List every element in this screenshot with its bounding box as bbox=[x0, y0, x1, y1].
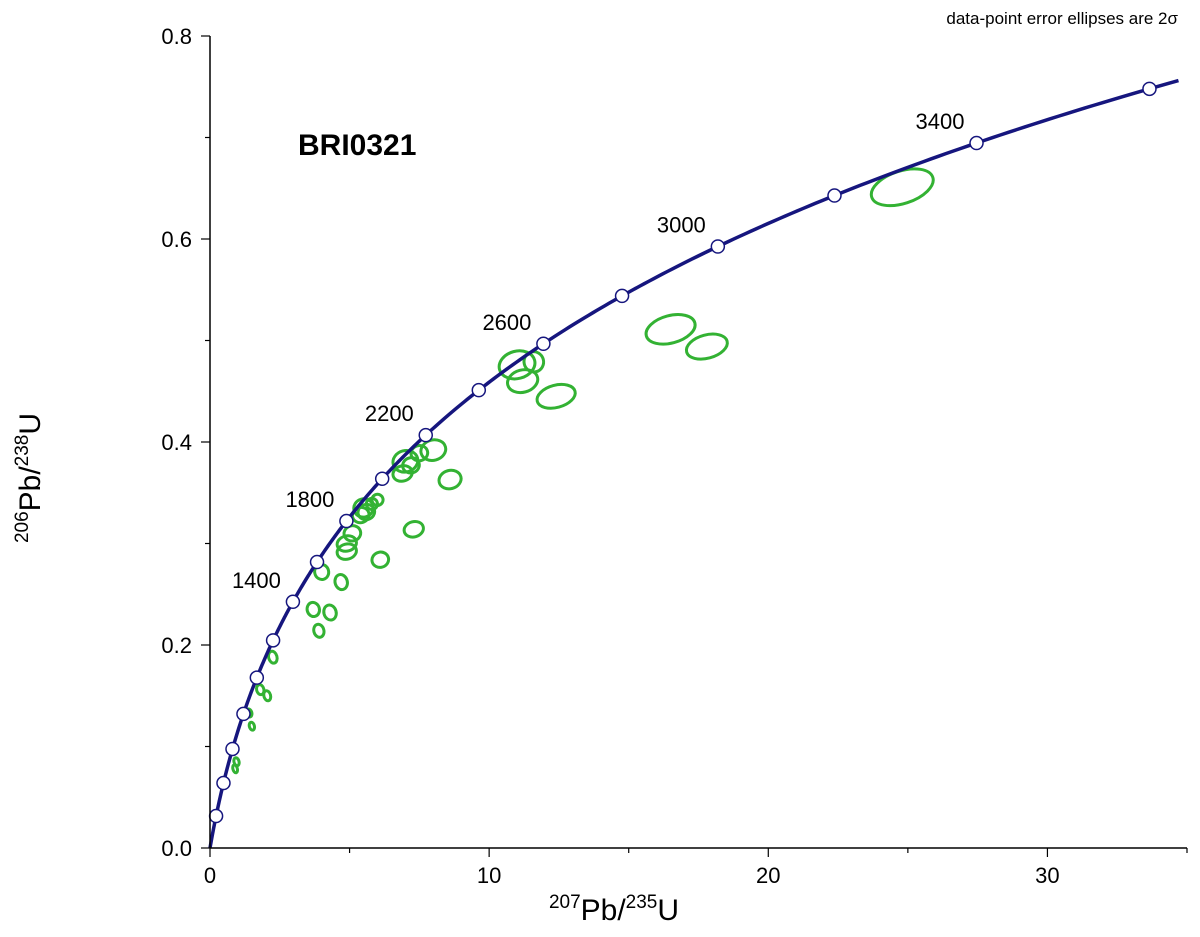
age-marker-3600 bbox=[1142, 81, 1157, 97]
error-ellipse-27 bbox=[322, 603, 338, 622]
axes: 0 10 20 30 0.0 0.2 0.4 0.6 0.8 bbox=[161, 24, 1188, 888]
age-label-2600: 2600 bbox=[482, 310, 531, 335]
age-marker-600 bbox=[225, 741, 240, 757]
age-marker-3200 bbox=[827, 188, 842, 203]
age-marker-2800 bbox=[614, 288, 630, 304]
error-ellipse-17 bbox=[364, 496, 379, 511]
y-axis-title: 206Pb/238U bbox=[12, 413, 47, 543]
y-tick-label-0.4: 0.4 bbox=[161, 430, 192, 455]
age-marker-400 bbox=[216, 775, 231, 791]
y-tick-label-0.8: 0.8 bbox=[161, 24, 192, 49]
age-marker-1600 bbox=[309, 554, 325, 570]
age-marker-3400 bbox=[969, 135, 984, 151]
error-ellipse-25 bbox=[333, 573, 349, 592]
data-ellipse-layer bbox=[231, 167, 935, 775]
error-ellipse-7 bbox=[535, 382, 577, 410]
error-ellipse-18 bbox=[370, 492, 385, 507]
x-tick-label-20: 20 bbox=[756, 863, 780, 888]
error-ellipse-22 bbox=[402, 520, 425, 539]
concordia-curve bbox=[208, 78, 1179, 849]
error-ellipse-26 bbox=[305, 600, 321, 619]
age-marker-2000 bbox=[374, 471, 390, 487]
plot-area: 1400 1800 2200 2600 3000 3400 bbox=[208, 78, 1179, 849]
error-ellipse-12 bbox=[391, 464, 414, 483]
error-ellipse-13 bbox=[437, 468, 463, 491]
age-marker-2400 bbox=[471, 382, 487, 398]
error-ellipse-29 bbox=[266, 649, 279, 665]
x-tick-label-10: 10 bbox=[477, 863, 501, 888]
age-marker-1000 bbox=[249, 670, 265, 685]
age-marker-layer bbox=[208, 81, 1157, 824]
error-ellipse-3 bbox=[684, 332, 729, 361]
age-marker-2200 bbox=[418, 427, 433, 443]
error-ellipse-33 bbox=[247, 720, 257, 732]
error-ellipse-note: data-point error ellipses are 2σ bbox=[946, 9, 1178, 28]
x-tick-layer: 0 10 20 30 bbox=[204, 848, 1188, 888]
error-ellipse-20 bbox=[335, 534, 358, 553]
age-label-3400: 3400 bbox=[916, 109, 965, 134]
error-ellipse-9 bbox=[409, 443, 430, 463]
y-tick-label-0.6: 0.6 bbox=[161, 227, 192, 252]
error-ellipse-21 bbox=[335, 542, 358, 561]
age-label-3000: 3000 bbox=[657, 213, 706, 238]
x-tick-label-30: 30 bbox=[1035, 863, 1059, 888]
age-marker-800 bbox=[236, 706, 251, 722]
age-label-2200: 2200 bbox=[365, 401, 414, 426]
error-ellipse-2 bbox=[644, 313, 697, 346]
error-ellipse-31 bbox=[262, 689, 273, 703]
y-tick-label-0.2: 0.2 bbox=[161, 633, 192, 658]
age-marker-1400 bbox=[285, 594, 301, 610]
sample-label: BRI0321 bbox=[298, 129, 416, 162]
y-tick-layer: 0.0 0.2 0.4 0.6 0.8 bbox=[161, 24, 210, 861]
error-ellipse-4 bbox=[497, 349, 537, 381]
age-marker-1800 bbox=[339, 513, 354, 529]
x-tick-label-0: 0 bbox=[204, 863, 216, 888]
error-ellipse-6 bbox=[506, 368, 540, 395]
age-label-1400: 1400 bbox=[232, 568, 281, 593]
x-axis-title: 207Pb/235U bbox=[549, 892, 679, 927]
age-label-1800: 1800 bbox=[285, 487, 334, 512]
age-marker-2600 bbox=[536, 336, 551, 351]
error-ellipse-28 bbox=[312, 622, 326, 639]
age-label-layer: 1400 1800 2200 2600 3000 3400 bbox=[232, 109, 965, 593]
error-ellipse-23 bbox=[370, 550, 391, 569]
y-tick-label-0.0: 0.0 bbox=[161, 836, 192, 861]
error-ellipse-35 bbox=[231, 763, 240, 775]
age-marker-200 bbox=[208, 808, 224, 824]
error-ellipse-30 bbox=[255, 683, 266, 697]
age-marker-3000 bbox=[710, 239, 726, 254]
age-marker-1200 bbox=[265, 633, 281, 648]
